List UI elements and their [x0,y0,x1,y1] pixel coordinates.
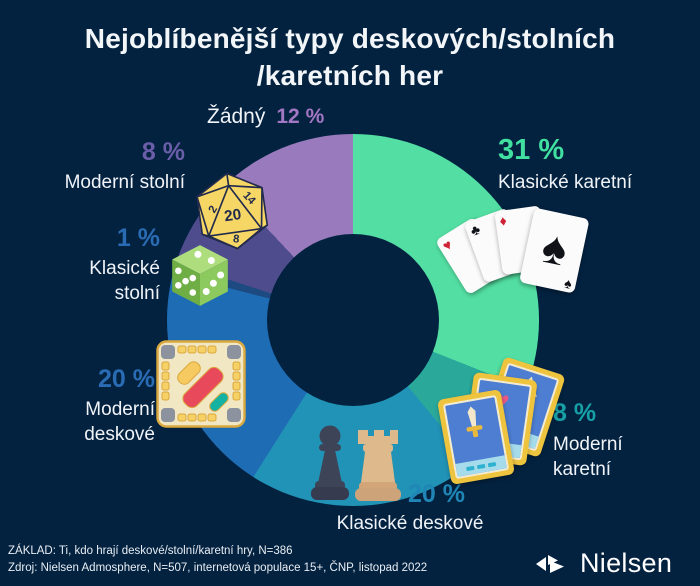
segment-label-zadny: Žádný 12 % [207,104,324,129]
card-text-strip [455,455,507,477]
hearts-suit-icon: ♥ [439,236,455,255]
modern-game-cards-icon: ♥ [437,356,566,499]
d20-number-center: 20 [223,206,242,225]
footer: ZÁKLAD: Ti, kdo hrají deskové/stolní/kar… [8,543,427,577]
nielsen-logo-mark-icon [536,554,564,573]
segment-name: Klasické deskové [336,513,484,534]
footer-source-note: Zdroj: Nielsen Admosphere, N=507, intern… [8,562,428,574]
modern-card-sword [437,389,515,485]
chess-pieces-icon [311,425,401,501]
segment-label-moderni-stolni: 8 % Moderní stolní [65,138,185,195]
donut-hole [267,234,439,406]
segment-name: Klasické karetní [498,172,633,193]
segment-percent: 20 % [98,365,155,393]
board-game-icon [156,340,246,428]
spade-suit-icon: ♠ [537,219,573,276]
segment-percent: 1 % [116,224,160,252]
segment-percent: 8 % [553,399,597,427]
spade-suit-icon-small: ♠ [562,274,574,292]
segment-label-klasicke-deskove: 20 % Klasické deskové [322,480,498,536]
d20-number-left: 2 [207,204,221,215]
sword-icon [466,406,483,438]
segment-percent: 12 % [276,105,325,128]
segment-name: Moderní karetní [553,434,623,480]
page-title-line1: Nejoblíbenější typy deskových/stolních [84,23,616,54]
segment-label-moderni-karetni: 8 % Moderní karetní [553,399,643,482]
clubs-suit-icon: ♣ [468,220,483,239]
segment-name: Žádný [207,105,266,128]
segment-name: Moderní stolní [64,172,185,193]
donut-chart [167,134,539,506]
segment-label-klasicke-stolni: 1 % Klasické stolní [68,224,160,306]
diamonds-suit-icon: ♦ [498,212,508,230]
segment-percent: 31 % [498,134,565,166]
playing-cards-fan-icon: ♥ ♣ ♦ ♠ ♠ [434,205,598,316]
page-title-line2: /karetních her [256,60,444,91]
modern-card-face [442,394,510,480]
nielsen-logo-text: Nielsen [580,548,673,578]
dice-icon [172,245,228,306]
segment-percent: 20 % [408,480,465,508]
nielsen-logo: Nielsen [534,548,672,579]
d20-die-icon: 20 2 14 8 [196,172,269,250]
segment-name: Klasické stolní [89,258,160,304]
page-title: Nejoblíbenější typy deskových/stolních /… [0,20,700,94]
footer-base-note: ZÁKLAD: Ti, kdo hrají deskové/stolní/kar… [8,545,293,557]
d20-number-bottom: 8 [232,233,239,246]
segment-percent: 8 % [141,138,185,166]
segment-label-moderni-deskove: 20 % Moderní deskové [63,365,155,447]
segment-label-klasicke-karetni: 31 % Klasické karetní [498,134,632,195]
segment-name: Moderní deskové [84,399,155,445]
